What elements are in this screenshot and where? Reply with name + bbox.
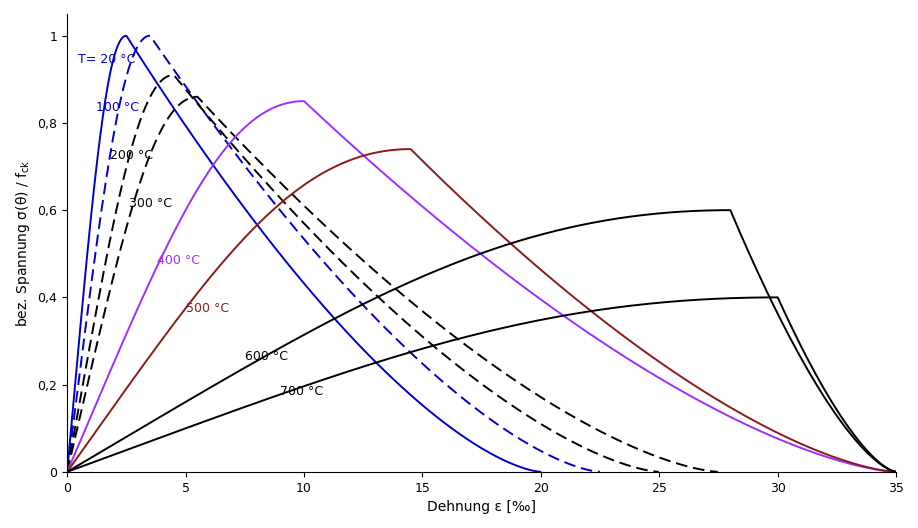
X-axis label: Dehnung ε [‰]: Dehnung ε [‰] (427, 500, 536, 514)
Text: 100 °C: 100 °C (95, 101, 139, 114)
Text: 400 °C: 400 °C (157, 254, 200, 267)
Text: 500 °C: 500 °C (185, 302, 229, 315)
Text: 300 °C: 300 °C (129, 197, 172, 210)
Text: 600 °C: 600 °C (245, 350, 288, 363)
Text: T= 20 °C: T= 20 °C (78, 53, 135, 66)
Text: 200 °C: 200 °C (110, 149, 152, 162)
Text: 700 °C: 700 °C (280, 384, 323, 398)
Y-axis label: bez. Spannung σ(θ) / f$_\mathregular{ck}$: bez. Spannung σ(θ) / f$_\mathregular{ck}… (14, 159, 32, 327)
